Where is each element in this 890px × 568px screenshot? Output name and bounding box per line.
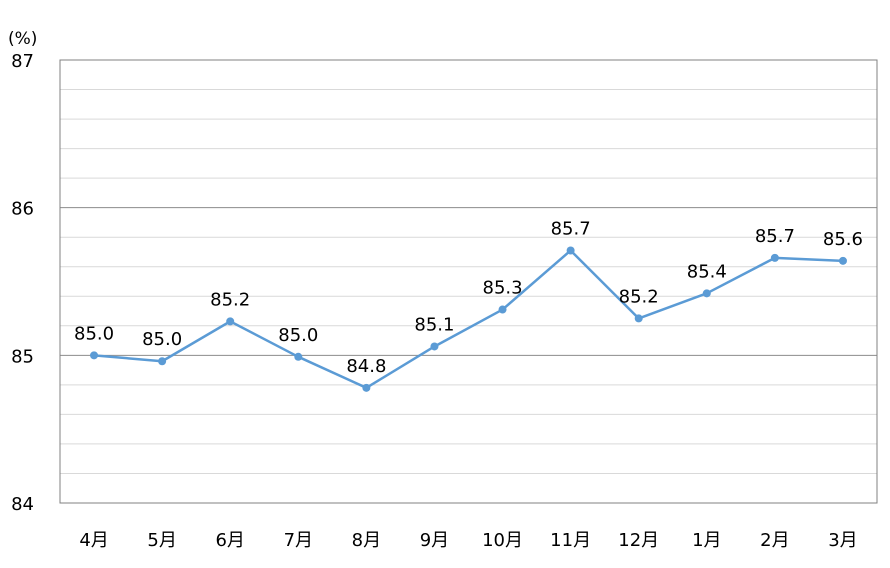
data-point [158, 357, 167, 366]
series-line-group [90, 246, 847, 392]
x-tick-label: 4月 [79, 530, 108, 551]
x-tick-label: 5月 [147, 530, 176, 551]
x-tick-label: 11月 [550, 530, 591, 551]
x-tick-label: 10月 [482, 530, 523, 551]
x-axis-ticks: 4月 5月 6月 7月 8月 9月 10月 11月 12月 1月 2月 3月 [79, 530, 857, 551]
data-label: 85.6 [823, 229, 863, 250]
data-point [226, 317, 235, 326]
data-point [838, 256, 847, 265]
y-axis-ticks: 84 85 86 87 [11, 51, 34, 515]
data-label: 85.2 [210, 289, 250, 310]
y-axis-unit-label: (%) [8, 29, 37, 49]
minor-gridlines [60, 89, 877, 474]
data-point [566, 246, 575, 255]
x-tick-label: 9月 [420, 530, 449, 551]
data-label: 84.8 [346, 356, 386, 377]
plot-area-frame [59, 59, 878, 504]
data-label: 85.7 [755, 226, 795, 247]
data-label: 85.0 [278, 325, 318, 346]
y-tick-label: 86 [11, 199, 34, 220]
x-tick-label: 3月 [828, 530, 857, 551]
x-tick-label: 6月 [215, 530, 244, 551]
data-point [90, 351, 99, 360]
y-tick-label: 87 [11, 51, 34, 72]
data-label: 85.2 [619, 286, 659, 307]
major-gridlines [60, 207, 877, 356]
data-point [498, 305, 507, 314]
data-point [294, 352, 303, 361]
y-tick-label: 84 [11, 494, 34, 515]
x-tick-label: 1月 [692, 530, 721, 551]
data-point [702, 289, 711, 298]
x-tick-label: 8月 [352, 530, 381, 551]
data-label: 85.3 [483, 278, 523, 299]
x-tick-label: 12月 [618, 530, 659, 551]
data-point [634, 314, 643, 323]
data-point [430, 342, 439, 351]
y-tick-label: 85 [11, 346, 34, 367]
data-label: 85.7 [551, 218, 591, 239]
data-label: 85.0 [74, 323, 114, 344]
data-label: 85.4 [687, 261, 727, 282]
series-line [93, 249, 844, 390]
x-tick-label: 2月 [760, 530, 789, 551]
data-label-group: 85.0 85.0 85.2 85.0 84.8 85.1 85.3 85.7 85.2 85.4… [74, 218, 863, 376]
data-label: 85.1 [414, 314, 454, 335]
data-point [770, 253, 779, 262]
x-tick-label: 7月 [284, 530, 313, 551]
data-label: 85.0 [142, 329, 182, 350]
data-point [362, 383, 371, 392]
